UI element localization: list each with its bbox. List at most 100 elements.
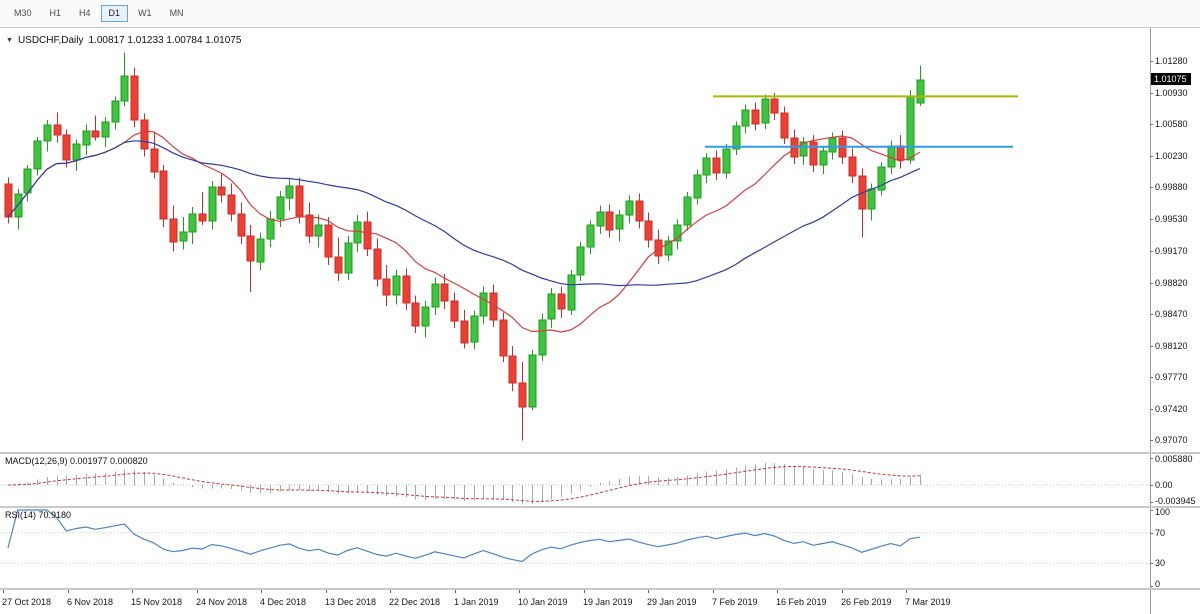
date-axis-label: 27 Oct 2018 bbox=[2, 597, 52, 607]
price-axis-label: 1.00230 bbox=[1155, 151, 1188, 161]
price-chart[interactable] bbox=[0, 28, 1150, 452]
price-axis-label: 0.98120 bbox=[1155, 341, 1188, 351]
candle-body bbox=[101, 121, 110, 138]
candle-body bbox=[382, 278, 391, 296]
candle-body bbox=[625, 200, 634, 216]
candle-body bbox=[683, 196, 692, 226]
date-axis-tick bbox=[842, 590, 843, 593]
price-axis-label: 0.99170 bbox=[1155, 246, 1188, 256]
date-axis-label: 15 Nov 2018 bbox=[131, 597, 183, 607]
macd-signal-line bbox=[7, 465, 920, 502]
candle-body bbox=[799, 141, 808, 157]
date-axis-label: 7 Mar 2019 bbox=[905, 597, 951, 607]
price-axis-tick bbox=[1150, 283, 1153, 284]
candle-body bbox=[363, 221, 372, 250]
price-axis-tick bbox=[1150, 187, 1153, 188]
symbol-label: USDCHF,Daily bbox=[17, 35, 84, 46]
candle-body bbox=[246, 235, 255, 262]
price-axis[interactable]: 1.01075 1.01280 1.00930 1.00580 1.00230 0.99… bbox=[1150, 28, 1200, 452]
timeframe-toolbar: M30 H1 H4 D1 W1 MN bbox=[0, 0, 1200, 28]
date-axis-tick bbox=[132, 590, 133, 593]
price-axis-tick bbox=[1150, 156, 1153, 157]
timeframe-button-m30[interactable]: M30 bbox=[14, 8, 32, 18]
date-axis-tick bbox=[3, 590, 4, 593]
candle-body bbox=[140, 119, 149, 150]
date-axis-label: 4 Dec 2018 bbox=[260, 597, 307, 607]
candle-body bbox=[314, 224, 323, 237]
date-axis-tick bbox=[906, 590, 907, 593]
price-axis-tick bbox=[1150, 61, 1153, 62]
price-chart-panel: ▼ USDCHF,Daily 1.00817 1.01233 1.00784 1… bbox=[0, 28, 1150, 452]
candle-body bbox=[499, 319, 508, 357]
candle-body bbox=[150, 148, 159, 173]
rsi-axis-label: 100 bbox=[1155, 507, 1171, 517]
candle-body bbox=[732, 125, 741, 150]
rsi-axis-tick bbox=[1150, 563, 1153, 564]
date-axis-label: 29 Jan 2019 bbox=[647, 597, 697, 607]
one-click-trading-icon[interactable]: ▼ bbox=[6, 37, 13, 44]
candle-body bbox=[411, 302, 420, 327]
timeframe-button-d1[interactable]: D1 bbox=[100, 5, 129, 22]
panel-splitter[interactable] bbox=[0, 452, 1200, 454]
macd-chart[interactable] bbox=[0, 454, 1150, 506]
candle-body bbox=[780, 112, 789, 139]
candle-body bbox=[33, 140, 42, 170]
macd-axis-tick bbox=[1150, 458, 1153, 459]
candle-body bbox=[819, 150, 828, 166]
timeframe-button-h4[interactable]: H4 bbox=[79, 8, 91, 18]
candle-body bbox=[179, 231, 188, 242]
price-axis-tick bbox=[1150, 409, 1153, 410]
candle-body bbox=[916, 79, 925, 104]
macd-label: MACD(12,26,9) 0.001977 0.000820 bbox=[5, 456, 148, 466]
candle-body bbox=[906, 95, 915, 161]
candle-body bbox=[557, 293, 566, 310]
candle-body bbox=[673, 224, 682, 242]
date-axis[interactable]: 27 Oct 2018 6 Nov 2018 15 Nov 2018 24 Nov 2… bbox=[0, 590, 1200, 614]
macd-axis-label: 0.005880 bbox=[1155, 454, 1193, 464]
candle-body bbox=[518, 382, 527, 408]
candle-body bbox=[120, 75, 129, 102]
date-axis-label: 22 Dec 2018 bbox=[389, 597, 441, 607]
panel-splitter[interactable] bbox=[0, 506, 1200, 508]
candle-body bbox=[353, 221, 362, 244]
ohlc-values: 1.00817 1.01233 1.00784 1.01075 bbox=[88, 35, 242, 46]
price-axis-label: 0.97070 bbox=[1155, 435, 1188, 445]
timeframe-button-w1[interactable]: W1 bbox=[138, 8, 152, 18]
candle-body bbox=[373, 248, 382, 280]
candle-body bbox=[596, 211, 605, 227]
date-axis-tick bbox=[584, 590, 585, 593]
date-axis-tick bbox=[261, 590, 262, 593]
date-axis-tick bbox=[326, 590, 327, 593]
candle-body bbox=[72, 143, 81, 161]
candle-body bbox=[605, 211, 614, 231]
timeframe-button-mn[interactable]: MN bbox=[169, 8, 184, 18]
date-axis-label: 1 Jan 2019 bbox=[454, 597, 499, 607]
date-axis-tick bbox=[777, 590, 778, 593]
price-axis-label: 1.01280 bbox=[1155, 56, 1188, 66]
candle-body bbox=[489, 292, 498, 321]
ohlc-readout: ▼ USDCHF,Daily 1.00817 1.01233 1.00784 1… bbox=[6, 35, 241, 46]
candle-body bbox=[305, 214, 314, 237]
date-axis-label: 16 Feb 2019 bbox=[776, 597, 827, 607]
candle-body bbox=[431, 283, 440, 308]
candle-body bbox=[276, 196, 285, 220]
candle-body bbox=[809, 141, 818, 166]
axis-border-line bbox=[1150, 28, 1151, 614]
candle-body bbox=[295, 185, 304, 217]
candle-body bbox=[159, 170, 168, 220]
rsi-axis[interactable]: 100 70 30 0 bbox=[1150, 507, 1200, 589]
candle-body bbox=[285, 185, 294, 199]
rsi-chart[interactable] bbox=[0, 508, 1150, 588]
candle-body bbox=[538, 319, 547, 356]
candle-body bbox=[576, 246, 585, 276]
candle-body bbox=[741, 109, 750, 127]
candle-body bbox=[450, 300, 459, 322]
candle-body bbox=[460, 320, 469, 344]
timeframe-button-h1[interactable]: H1 bbox=[49, 8, 62, 18]
date-axis-tick bbox=[390, 590, 391, 593]
candle-body bbox=[217, 186, 226, 196]
candle-body bbox=[111, 100, 120, 123]
macd-axis[interactable]: 0.005880 0.00 -0.003945 bbox=[1150, 454, 1200, 506]
panel-splitter[interactable] bbox=[0, 588, 1200, 590]
